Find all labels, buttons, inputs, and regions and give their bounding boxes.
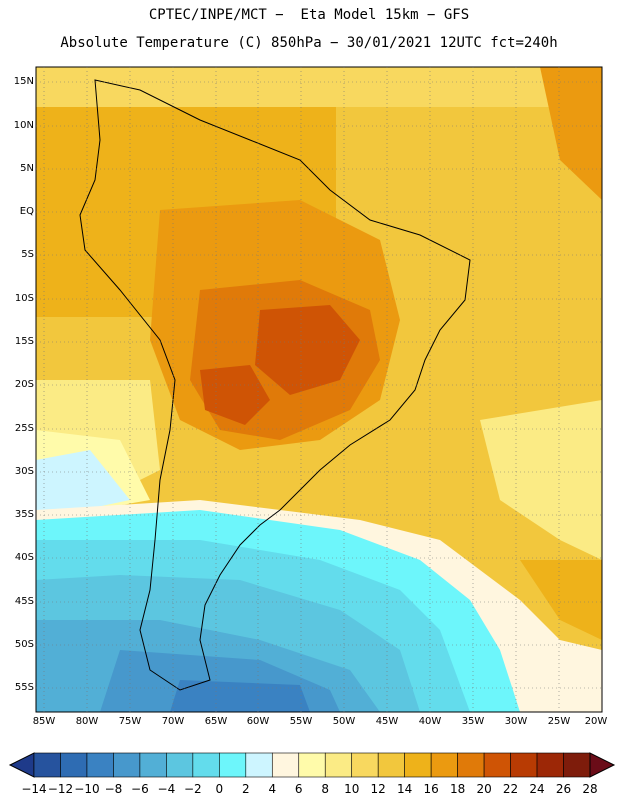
colorbar-swatch — [377, 752, 405, 778]
colorbar-swatch — [219, 752, 247, 778]
colorbar-label: −4 — [157, 782, 176, 796]
colorbar — [8, 752, 616, 778]
colorbar-label: 20 — [476, 782, 492, 796]
colorbar-swatch — [351, 752, 379, 778]
lon-label: 85W — [32, 716, 56, 727]
colorbar-label: 22 — [502, 782, 519, 796]
lat-label: 5N — [20, 163, 34, 174]
colorbar-label: 0 — [215, 782, 224, 796]
lat-label: 5S — [21, 249, 34, 260]
colorbar-swatch — [324, 752, 353, 778]
colorbar-label: 26 — [555, 782, 572, 796]
lat-label: EQ — [19, 206, 34, 217]
colorbar-swatch — [510, 752, 538, 778]
lon-label: 80W — [75, 716, 99, 727]
lat-label: 40S — [14, 552, 34, 563]
colorbar-swatch — [271, 752, 300, 778]
colorbar-label: 28 — [582, 782, 598, 796]
colorbar-max-arrow — [589, 752, 616, 778]
lon-label: 35W — [461, 716, 485, 727]
colorbar-swatch — [139, 752, 167, 778]
temperature-field — [36, 67, 602, 712]
lat-label: 30S — [14, 466, 34, 477]
colorbar-label: 2 — [241, 782, 250, 796]
colorbar-swatch — [563, 752, 591, 778]
colorbar-swatch — [457, 752, 485, 778]
lon-label: 25W — [547, 716, 571, 727]
lon-label: 70W — [161, 716, 185, 727]
lon-label: 50W — [332, 716, 356, 727]
lon-label: 75W — [118, 716, 142, 727]
colorbar-swatch — [430, 752, 458, 778]
colorbar-label: 14 — [397, 782, 413, 796]
colorbar-swatch — [483, 752, 511, 778]
lon-label: 60W — [246, 716, 270, 727]
colorbar-label: 16 — [423, 782, 439, 796]
temperature-map — [35, 66, 603, 713]
lat-label: 20S — [14, 379, 34, 390]
colorbar-swatch — [536, 752, 564, 778]
title-line-1: CPTEC/INPE/MCT − Eta Model 15km − GFS — [148, 7, 470, 23]
lat-label: 55S — [14, 682, 34, 693]
lat-label: 10S — [14, 293, 34, 304]
lat-label: 50S — [14, 639, 34, 650]
colorbar-min-arrow — [8, 752, 35, 778]
colorbar-swatch — [33, 752, 61, 778]
colorbar-label: 12 — [370, 782, 386, 796]
colorbar-label: −12 — [47, 782, 74, 796]
colorbar-swatch — [166, 752, 194, 778]
colorbar-swatch — [192, 752, 220, 778]
colorbar-label: 6 — [294, 782, 303, 796]
colorbar-label: 4 — [268, 782, 277, 796]
lat-label: 45S — [14, 596, 34, 607]
lat-label: 15N — [13, 76, 34, 87]
title-line-2: Absolute Temperature (C) 850hPa − 30/01/… — [60, 35, 558, 51]
colorbar-swatch — [60, 752, 88, 778]
colorbar-swatch — [245, 752, 273, 778]
lat-label: 25S — [14, 423, 34, 434]
lon-label: 30W — [504, 716, 528, 727]
colorbar-label: −8 — [104, 782, 123, 796]
colorbar-label: −2 — [183, 782, 202, 796]
colorbar-label: −14 — [21, 782, 47, 796]
colorbar-swatch — [86, 752, 114, 778]
colorbar-label: −6 — [131, 782, 149, 796]
colorbar-label: −10 — [74, 782, 100, 796]
lon-label: 20W — [584, 716, 608, 727]
lat-label: 35S — [14, 509, 34, 520]
lon-label: 45W — [375, 716, 399, 727]
colorbar-label: 18 — [449, 782, 466, 796]
colorbar-label: 8 — [321, 782, 330, 796]
colorbar-label: 10 — [344, 782, 360, 796]
lat-label: 10N — [13, 120, 34, 131]
colorbar-swatch — [404, 752, 432, 778]
map-frame — [35, 66, 603, 713]
lat-label: 15S — [14, 336, 34, 347]
lon-label: 55W — [289, 716, 313, 727]
lon-label: 65W — [204, 716, 228, 727]
colorbar-swatch — [113, 752, 141, 778]
lon-label: 40W — [418, 716, 442, 727]
south-america-coastline — [79, 79, 471, 691]
colorbar-label: 24 — [529, 782, 545, 796]
colorbar-swatch — [298, 752, 326, 778]
